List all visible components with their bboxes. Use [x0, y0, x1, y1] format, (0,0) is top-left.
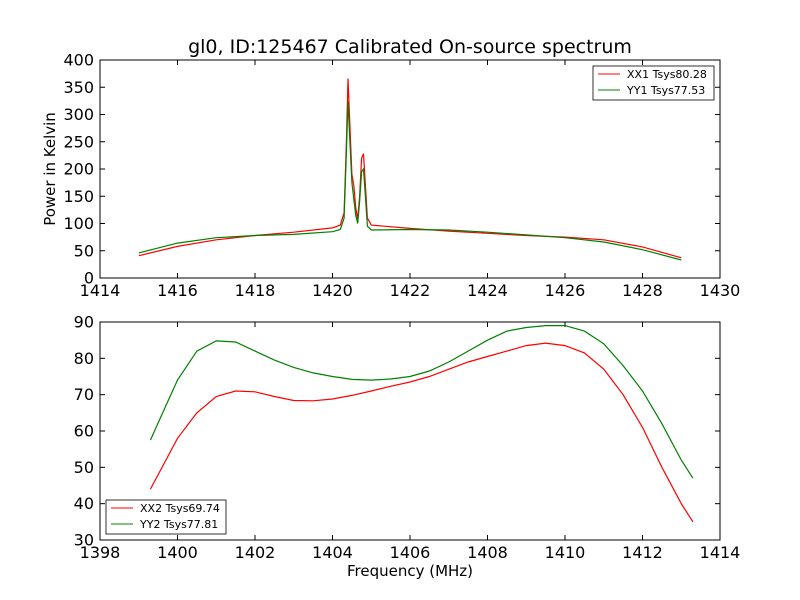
legend-label-yy2: YY2 Tsys77.81 — [139, 518, 218, 531]
y-tick-label: 50 — [74, 241, 94, 260]
y-tick-label: 40 — [74, 494, 94, 513]
top-y-axis-label: Power in Kelvin — [41, 112, 59, 226]
y-tick-label: 150 — [63, 187, 94, 206]
legend-label-xx2: XX2 Tsys69.74 — [140, 502, 220, 515]
y-tick-label: 50 — [74, 458, 94, 477]
series-line-green — [149, 325, 694, 479]
x-tick-label: 1412 — [622, 543, 663, 562]
legend-label-xx1: XX1 Tsys80.28 — [627, 68, 707, 81]
top-legend-box — [592, 65, 715, 101]
bottom-legend-box — [105, 499, 227, 535]
bottom-ticks: 1398 1400 1402 1404 1406 1408 1410 1412 1414 30 40… — [74, 313, 741, 563]
x-tick-label: 1430 — [700, 281, 741, 300]
x-tick-label: 1414 — [700, 543, 741, 562]
legend-label-yy1: YY1 Tsys77.53 — [626, 84, 705, 97]
y-tick-label: 80 — [74, 349, 94, 368]
x-tick-label: 1408 — [467, 543, 508, 562]
top-ticks: 1414 1416 1418 1420 1422 1424 1426 1428 1430 0 50 1… — [63, 51, 740, 301]
x-tick-label: 1400 — [157, 543, 198, 562]
bottom-series-lines — [149, 325, 694, 523]
y-tick-label: 70 — [74, 385, 94, 404]
x-tick-label: 1410 — [545, 543, 586, 562]
x-tick-label: 1424 — [467, 281, 508, 300]
x-tick-label: 1414 — [80, 281, 121, 300]
x-tick-label: 1420 — [312, 281, 353, 300]
x-tick-label: 1422 — [390, 281, 431, 300]
series-line-red — [149, 342, 694, 523]
series-line-green — [138, 100, 682, 261]
top-series-lines — [138, 78, 682, 261]
y-tick-label: 30 — [74, 531, 94, 550]
x-tick-label: 1426 — [545, 281, 586, 300]
top-legend: XX1 Tsys80.28 YY1 Tsys77.53 — [592, 65, 715, 101]
y-tick-label: 60 — [74, 422, 94, 441]
y-tick-label: 0 — [84, 269, 94, 288]
x-tick-label: 1418 — [235, 281, 276, 300]
top-panel: 1414 1416 1418 1420 1422 1424 1426 1428 1430 0 50 1… — [41, 51, 740, 301]
x-tick-label: 1402 — [235, 543, 276, 562]
bottom-panel: 1398 1400 1402 1404 1406 1408 1410 1412 1414 30 40… — [74, 313, 741, 581]
y-tick-label: 90 — [74, 313, 94, 332]
y-tick-label: 350 — [63, 78, 94, 97]
x-tick-label: 1416 — [157, 281, 198, 300]
bottom-x-axis-label: Frequency (MHz) — [347, 562, 473, 580]
y-tick-label: 300 — [63, 105, 94, 124]
y-tick-label: 200 — [63, 160, 94, 179]
x-tick-label: 1406 — [390, 543, 431, 562]
y-tick-label: 100 — [63, 214, 94, 233]
bottom-legend: XX2 Tsys69.74 YY2 Tsys77.81 — [105, 499, 227, 535]
x-tick-label: 1404 — [312, 543, 353, 562]
y-tick-label: 250 — [63, 132, 94, 151]
chart-title: gl0, ID:125467 Calibrated On-source spec… — [188, 36, 632, 58]
y-tick-label: 400 — [63, 51, 94, 70]
x-tick-label: 1398 — [80, 543, 121, 562]
x-tick-label: 1428 — [622, 281, 663, 300]
